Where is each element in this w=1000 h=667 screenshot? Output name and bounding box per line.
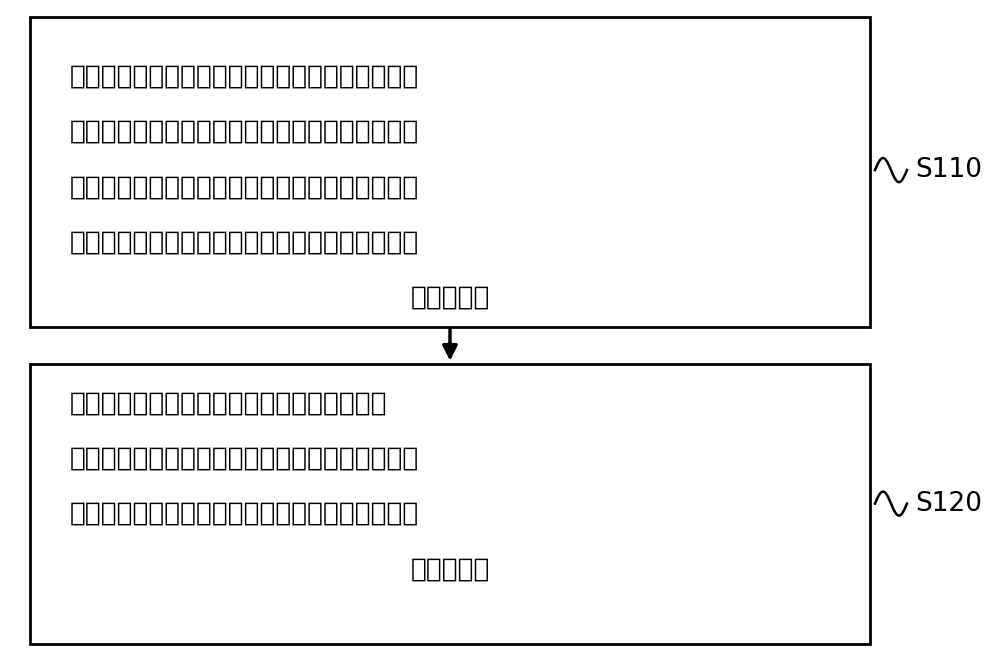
- Text: 文本数据、图片数据、语音数据以及视频数据中的: 文本数据、图片数据、语音数据以及视频数据中的: [70, 174, 419, 200]
- Text: S120: S120: [915, 491, 982, 516]
- Text: 关键词链表的初始关键词和结束关键词，用于破解: 关键词链表的初始关键词和结束关键词，用于破解: [70, 501, 419, 527]
- Text: 获取移动应用的目标数据；其中，所述目标数据用: 获取移动应用的目标数据；其中，所述目标数据用: [70, 63, 419, 89]
- Text: 于表征加密后的移动应用数据；所述目标数据包括: 于表征加密后的移动应用数据；所述目标数据包括: [70, 119, 419, 145]
- Text: 利用预先配置的彩虹表，对所述目标数据进行: 利用预先配置的彩虹表，对所述目标数据进行: [70, 390, 388, 416]
- Text: 匹配，获得目标关键词；其中，所述彩虹表中包括: 匹配，获得目标关键词；其中，所述彩虹表中包括: [70, 446, 419, 472]
- Bar: [30, 17, 870, 327]
- Text: 方式的应用: 方式的应用: [410, 285, 490, 311]
- Text: 加密关键词: 加密关键词: [410, 556, 490, 582]
- Bar: [30, 364, 870, 644]
- Text: 至少一种；所述移动应用用于表征采用端对端通讯: 至少一种；所述移动应用用于表征采用端对端通讯: [70, 229, 419, 255]
- Text: S110: S110: [915, 157, 982, 183]
